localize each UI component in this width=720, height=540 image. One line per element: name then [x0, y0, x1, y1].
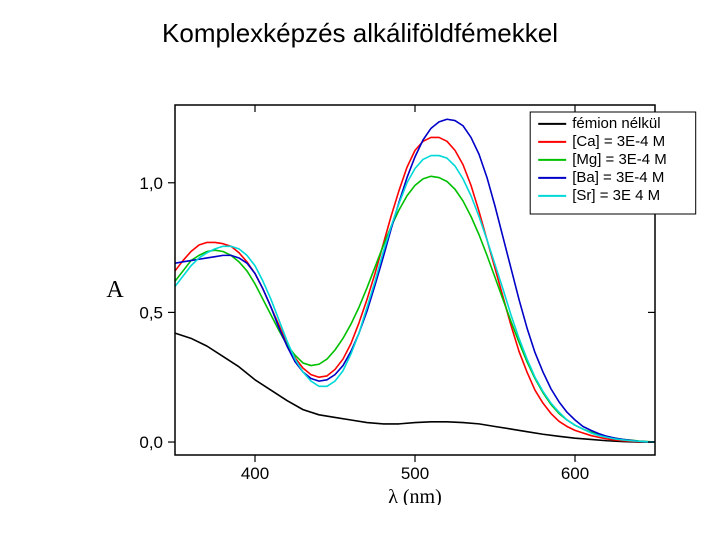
y-axis-label: A: [106, 277, 124, 303]
y-tick-label: 0,0: [139, 433, 163, 452]
x-axis-label: λ (nm): [388, 486, 442, 505]
x-tick-label: 500: [401, 464, 429, 483]
chart-svg: 400 500 600 λ (nm) 0,0 0,5 1,0 Afémion nélkül[C…: [0, 85, 720, 505]
legend-label: [Sr] = 3E 4 M: [572, 187, 660, 204]
legend-label: [Mg] = 3E-4 M: [572, 151, 667, 168]
x-tick-label: 400: [241, 464, 269, 483]
x-tick-label: 600: [561, 464, 589, 483]
y-tick-label: 1,0: [139, 174, 163, 193]
spectrum-chart: 400 500 600 λ (nm) 0,0 0,5 1,0 Afémion nélkül[C…: [0, 85, 720, 505]
legend-label: fémion nélkül: [572, 115, 660, 132]
page-title: Komplexképzés alkáliföldfémekkel: [0, 18, 720, 49]
legend-label: [Ca] = 3E-4 M: [572, 133, 665, 150]
legend-label: [Ba] = 3E-4 M: [572, 169, 664, 186]
y-tick-label: 0,5: [139, 303, 163, 322]
